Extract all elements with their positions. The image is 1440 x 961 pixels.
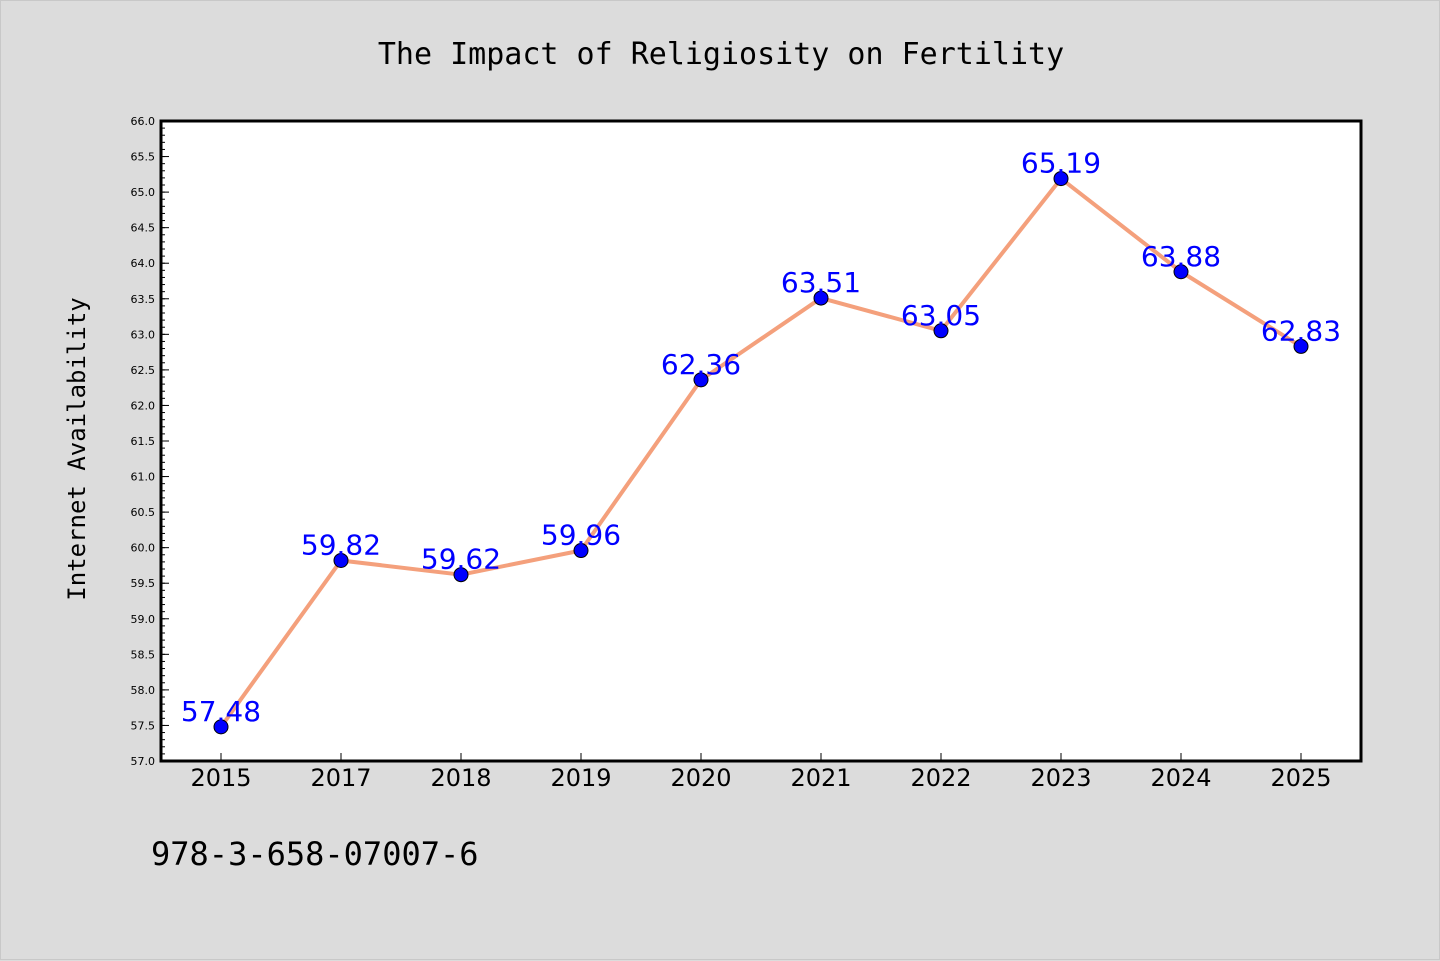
data-point xyxy=(933,323,949,339)
data-label: 62.36 xyxy=(661,348,741,381)
data-label: 65.19 xyxy=(1021,147,1101,180)
y-tick-label: 61.5 xyxy=(131,435,156,448)
data-label: 59.82 xyxy=(301,528,381,561)
y-tick-label: 58.0 xyxy=(131,684,156,697)
data-labels: 57.48 59.82 59.62 59.96 62.36 63.51 63.05 65.19… xyxy=(181,147,1341,728)
data-point xyxy=(693,372,709,388)
y-tick-label: 59.0 xyxy=(131,613,156,626)
x-tick-label: 2023 xyxy=(1030,764,1091,792)
data-label: 63.05 xyxy=(901,299,981,332)
y-tick-label: 63.0 xyxy=(131,328,156,341)
data-point xyxy=(1053,171,1069,187)
data-label: 62.83 xyxy=(1261,314,1341,347)
data-point xyxy=(813,290,829,306)
x-tick-label: 2018 xyxy=(430,764,491,792)
data-point xyxy=(1173,264,1189,280)
x-tick-label: 2015 xyxy=(190,764,251,792)
series-line xyxy=(219,176,1303,729)
chart-title: The Impact of Religiosity on Fertility xyxy=(378,37,1064,72)
data-label: 63.51 xyxy=(781,266,861,299)
data-point xyxy=(213,719,229,735)
y-tick-label: 57.5 xyxy=(131,719,156,732)
y-tick-label: 59.5 xyxy=(131,577,156,590)
plot-frame xyxy=(159,119,1363,763)
data-label: 63.88 xyxy=(1141,240,1221,273)
y-tick-label: 60.0 xyxy=(131,542,156,555)
data-point xyxy=(1293,338,1309,354)
data-point xyxy=(453,567,469,583)
x-tick-label: 2022 xyxy=(910,764,971,792)
plot-area xyxy=(161,121,1361,761)
y-tick-label: 57.0 xyxy=(131,755,156,768)
x-tick-label: 2017 xyxy=(310,764,371,792)
y-tick-label: 66.0 xyxy=(131,115,156,128)
y-tick-label: 63.5 xyxy=(131,293,156,306)
y-tick-label: 60.5 xyxy=(131,506,156,519)
y-axis-label: Internet Availability xyxy=(63,297,91,600)
data-point xyxy=(573,543,589,559)
y-tick-label: 62.0 xyxy=(131,399,156,412)
y-tick-label: 65.0 xyxy=(131,186,156,199)
data-label: 59.62 xyxy=(421,543,501,576)
y-tick-label: 58.5 xyxy=(131,648,156,661)
data-point xyxy=(333,552,349,568)
y-tick-label: 61.0 xyxy=(131,471,156,484)
y-tick-label: 62.5 xyxy=(131,364,156,377)
x-tick-label: 2020 xyxy=(670,764,731,792)
footnote-isbn: 978-3-658-07007-6 xyxy=(151,835,479,873)
y-tick-label: 65.5 xyxy=(131,151,156,164)
data-markers xyxy=(213,171,1309,735)
x-tick-label: 2025 xyxy=(1270,764,1331,792)
y-tick-label: 64.0 xyxy=(131,257,156,270)
y-tick-label: 64.5 xyxy=(131,222,156,235)
data-label: 57.48 xyxy=(181,695,261,728)
x-tick-label: 2021 xyxy=(790,764,851,792)
x-tick-label: 2019 xyxy=(550,764,611,792)
x-tick-label: 2024 xyxy=(1150,764,1211,792)
data-label: 59.96 xyxy=(541,519,621,552)
